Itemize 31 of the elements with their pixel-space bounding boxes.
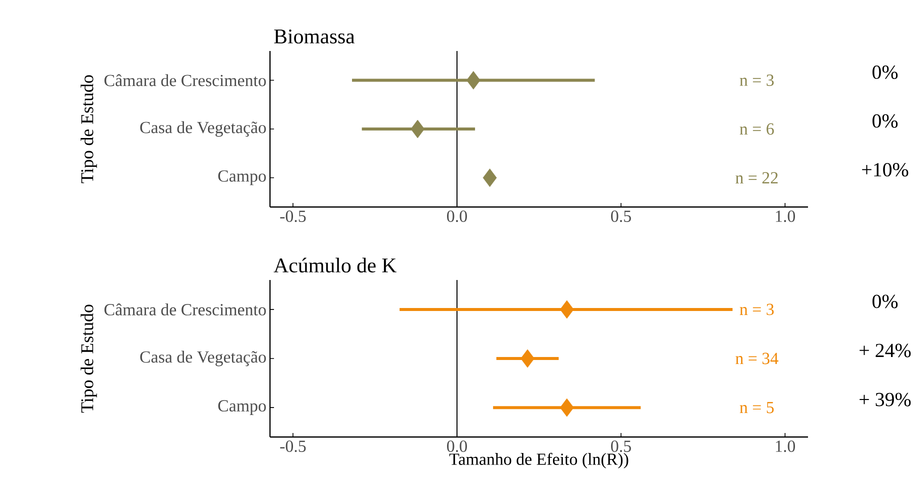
text: 0% [872, 294, 898, 308]
text: 0% [872, 65, 898, 80]
x-axis-title: Tamanho de Efeito (ln(R)) [449, 452, 628, 468]
y-axis-title: Tipo de Estudo [80, 304, 97, 413]
annotation: n = 3 [740, 74, 774, 86]
x-tick-label: 0.5 [611, 210, 631, 222]
x-tick-label: 0.5 [611, 440, 631, 452]
annotation: n = 6 [740, 123, 774, 135]
y-axis-title: Tipo de Estudo [80, 75, 97, 184]
annotation: n = 22 [736, 172, 778, 184]
x-tick-label: -0.5 [280, 440, 306, 452]
y-tick-label: Casa de Vegetação [140, 121, 266, 137]
annotation: n = 5 [740, 402, 774, 414]
text: + 24% [860, 344, 911, 358]
chart-title: Biomassa [274, 29, 355, 44]
x-tick-label: 1.0 [776, 440, 795, 452]
annotation: n = 3 [740, 304, 774, 316]
y-tick-label: Campo [218, 400, 266, 415]
y-tick-label: Câmara de Crescimento [104, 303, 266, 316]
x-tick-label: 0.0 [447, 210, 467, 222]
x-tick-label: 0.0 [447, 440, 467, 452]
y-tick-label: Casa de Vegetação [140, 350, 266, 366]
y-tick-label: Campo [218, 170, 266, 186]
x-tick-label: 1.0 [776, 210, 795, 222]
y-tick-label: Câmara de Crescimento [104, 74, 266, 86]
text: +10% [862, 162, 908, 177]
text: 0% [872, 114, 898, 128]
x-tick-label: -0.5 [280, 210, 306, 222]
chart-title: Acúmulo de K [274, 258, 396, 273]
text: + 39% [860, 392, 911, 406]
annotation: n = 34 [736, 352, 778, 364]
